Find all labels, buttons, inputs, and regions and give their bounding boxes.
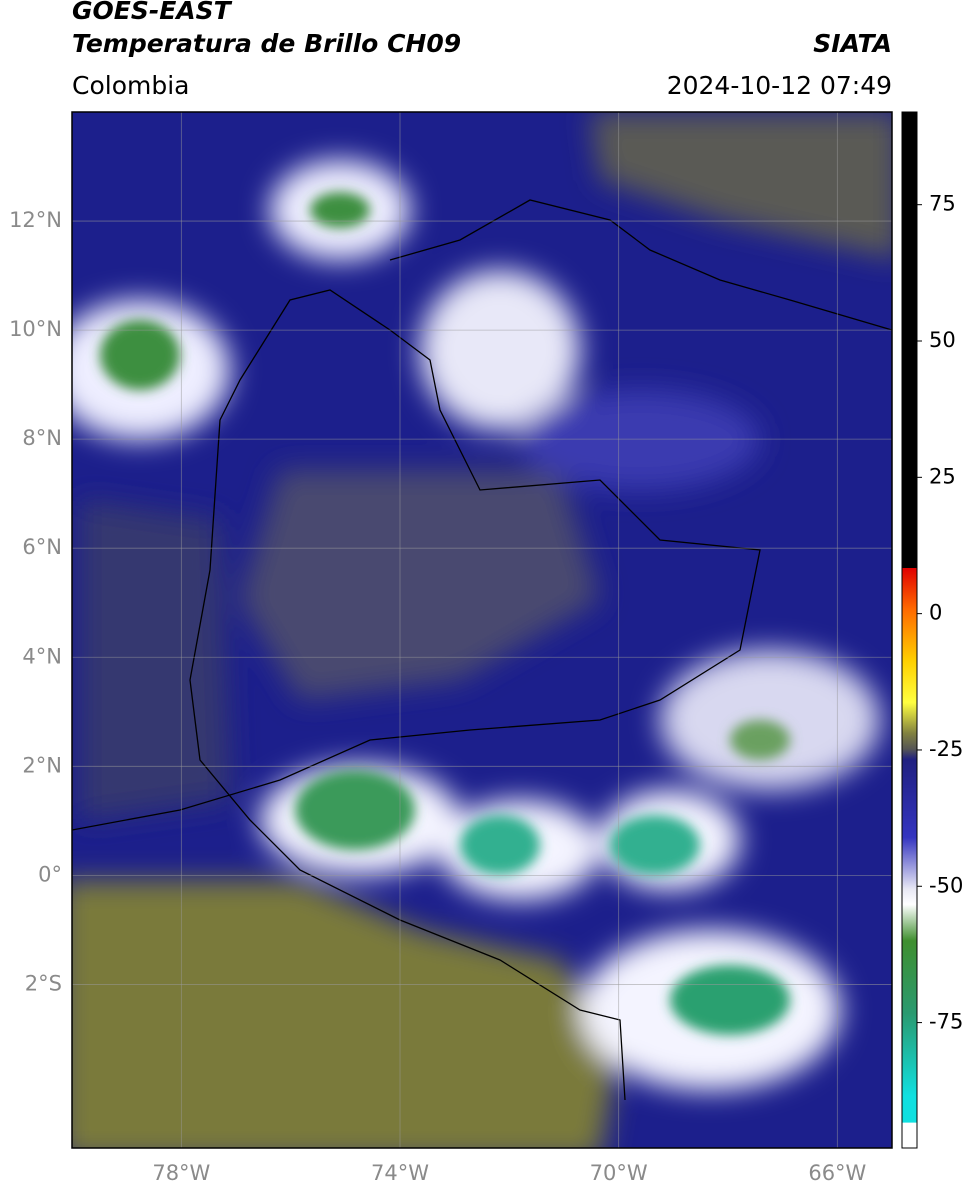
x-tick-label: 78°W — [152, 1161, 210, 1185]
x-tick-label: 70°W — [590, 1161, 648, 1185]
y-tick-label: 10°N — [9, 317, 62, 341]
y-tick-label: 8°N — [22, 426, 62, 450]
y-tick-label: 4°N — [22, 644, 62, 668]
subtitle: Temperatura de Brillo CH09 — [72, 29, 461, 58]
colorbar-tick-label: -75 — [929, 1010, 963, 1034]
region: Colombia — [72, 71, 189, 100]
colorbar-tick-label: 75 — [929, 192, 956, 216]
grid — [72, 112, 892, 1148]
colorbar-tick-label: 25 — [929, 464, 956, 488]
colorbar-tick-label: 50 — [929, 328, 956, 352]
colorbar — [901, 111, 918, 1149]
brand: SIATA — [813, 29, 892, 58]
y-tick-label: 2°N — [22, 753, 62, 777]
title: GOES-EAST — [72, 0, 233, 25]
colorbar-tick-label: -25 — [929, 737, 963, 761]
x-tick-label: 74°W — [371, 1161, 429, 1185]
y-tick-label: 0° — [38, 862, 62, 886]
y-tick-label: 12°N — [9, 208, 62, 232]
colorbar-tick-label: -50 — [929, 873, 963, 897]
colorbar-tick-label: 0 — [929, 601, 942, 625]
timestamp: 2024-10-12 07:49 — [667, 71, 892, 100]
map-frame — [71, 111, 893, 1149]
x-tick-label: 66°W — [808, 1161, 866, 1185]
y-tick-label: 6°N — [22, 535, 62, 559]
y-tick-label: 2°S — [25, 971, 62, 995]
satellite-image — [72, 112, 892, 1148]
